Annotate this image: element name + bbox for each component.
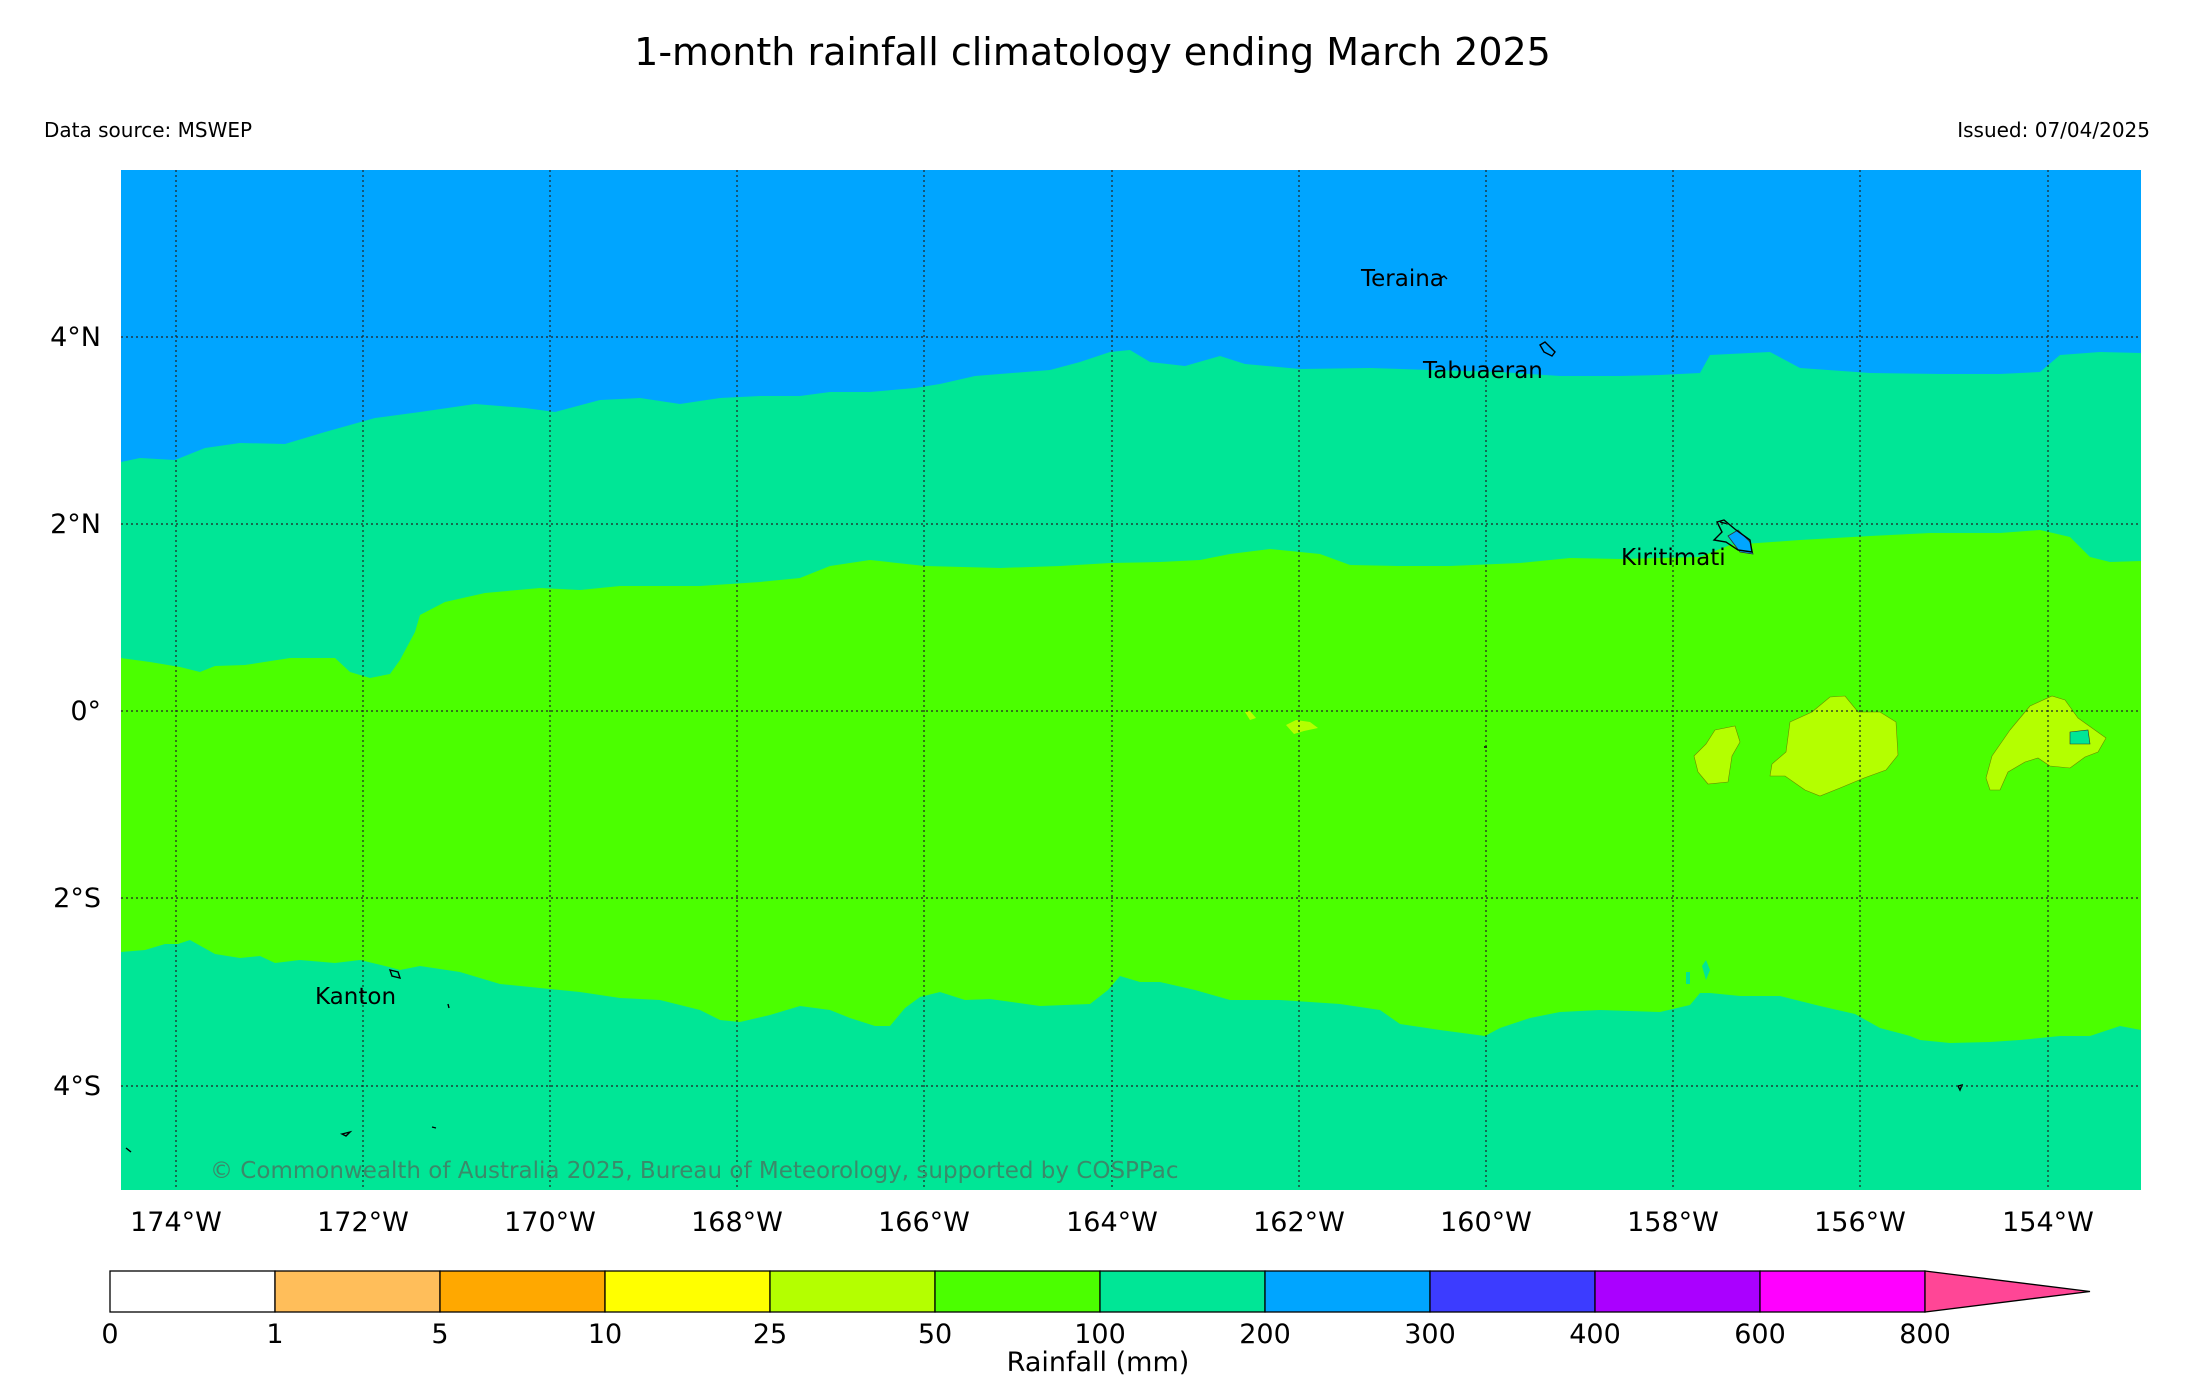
lon-tick-label: 172°W [317,1207,409,1238]
lon-tick-label: 154°W [2002,1207,2094,1238]
rain-band-25-50-patch [1693,725,1741,785]
colorbar-tick-label: 300 [1404,1319,1456,1350]
lat-tick-label: 4°S [53,1071,101,1102]
colorbar-tick-label: 25 [753,1319,787,1350]
map-plot-area: © Commonwealth of Australia 2025, Bureau… [121,170,2141,1190]
colorbar-swatch [1264,1270,1431,1313]
latitude-tick-labels: 4°N 2°N 0° 2°S 4°S [50,322,101,1102]
lon-tick-label: 156°W [1814,1207,1906,1238]
colorbar-tick-label: 800 [1899,1319,1951,1350]
lon-tick-label: 174°W [130,1207,222,1238]
colorbar-tick-label: 400 [1569,1319,1621,1350]
colorbar-tick-label: 1 [266,1319,283,1350]
colorbar-tick-label: 50 [918,1319,952,1350]
colorbar-swatch [1099,1270,1266,1313]
lon-tick-label: 166°W [878,1207,970,1238]
colorbar-swatch [439,1270,606,1313]
copyright-notice: © Commonwealth of Australia 2025, Bureau… [210,1158,1179,1184]
lon-tick-label: 160°W [1440,1207,1532,1238]
colorbar-swatch [109,1270,276,1313]
place-label-teraina: Teraina [1360,266,1444,292]
rain-band-50-100 [121,530,2141,1043]
lon-tick-label: 164°W [1066,1207,1158,1238]
lat-tick-label: 4°N [50,322,101,353]
issued-date-label: Issued: 07/04/2025 [1957,118,2150,142]
rain-band-100-200-patch [2069,729,2091,745]
place-label-tabuaeran: Tabuaeran [1422,358,1543,384]
colorbar-tick-label: 600 [1734,1319,1786,1350]
lon-tick-label: 168°W [691,1207,783,1238]
rain-band-25-50-patch [1769,695,1899,797]
colorbar-swatch [274,1270,441,1313]
lat-tick-label: 2°N [50,509,101,540]
colorbar-swatch [604,1270,771,1313]
colorbar-swatch [769,1270,936,1313]
colorbar-extend-arrow [1924,1270,2091,1313]
lat-tick-label: 2°S [53,883,101,914]
lon-tick-label: 162°W [1253,1207,1345,1238]
lon-tick-label: 170°W [504,1207,596,1238]
colorbar-swatch [1594,1270,1761,1313]
data-source-label: Data source: MSWEP [44,118,253,142]
colorbar-legend: 0 1 5 10 25 50 100 200 300 400 600 800 [101,1270,2091,1350]
gridlines [121,170,2141,1190]
rain-band-25-50-patch [1985,695,2107,791]
lat-tick-label: 0° [70,696,101,727]
rain-band-25-50-patch [1286,720,1318,734]
colorbar-swatch [1759,1270,1926,1313]
rain-band-200-300-patch [1727,529,1754,555]
map-title: 1-month rainfall climatology ending Marc… [634,30,1551,74]
lon-tick-label: 158°W [1627,1207,1719,1238]
colorbar-swatch [1429,1270,1596,1313]
colorbar-tick-label: 0 [101,1319,118,1350]
colorbar-swatch [934,1270,1101,1313]
colorbar-tick-label: 5 [431,1319,448,1350]
rain-band-100-200-patch [1686,972,1690,984]
colorbar-tick-label: 10 [588,1319,622,1350]
colorbar-tick-label: 200 [1239,1319,1291,1350]
place-label-kanton: Kanton [315,984,396,1010]
rain-band-25-50-patch [1245,711,1256,720]
longitude-tick-labels: 174°W 172°W 170°W 168°W 166°W 164°W 162°… [130,1207,2094,1238]
place-label-kiritimati: Kiritimati [1621,545,1726,571]
colorbar-title: Rainfall (mm) [1007,1347,1190,1378]
colorbar-tick-label: 100 [1074,1319,1126,1350]
rain-band-100-200-patch [1702,960,1710,980]
